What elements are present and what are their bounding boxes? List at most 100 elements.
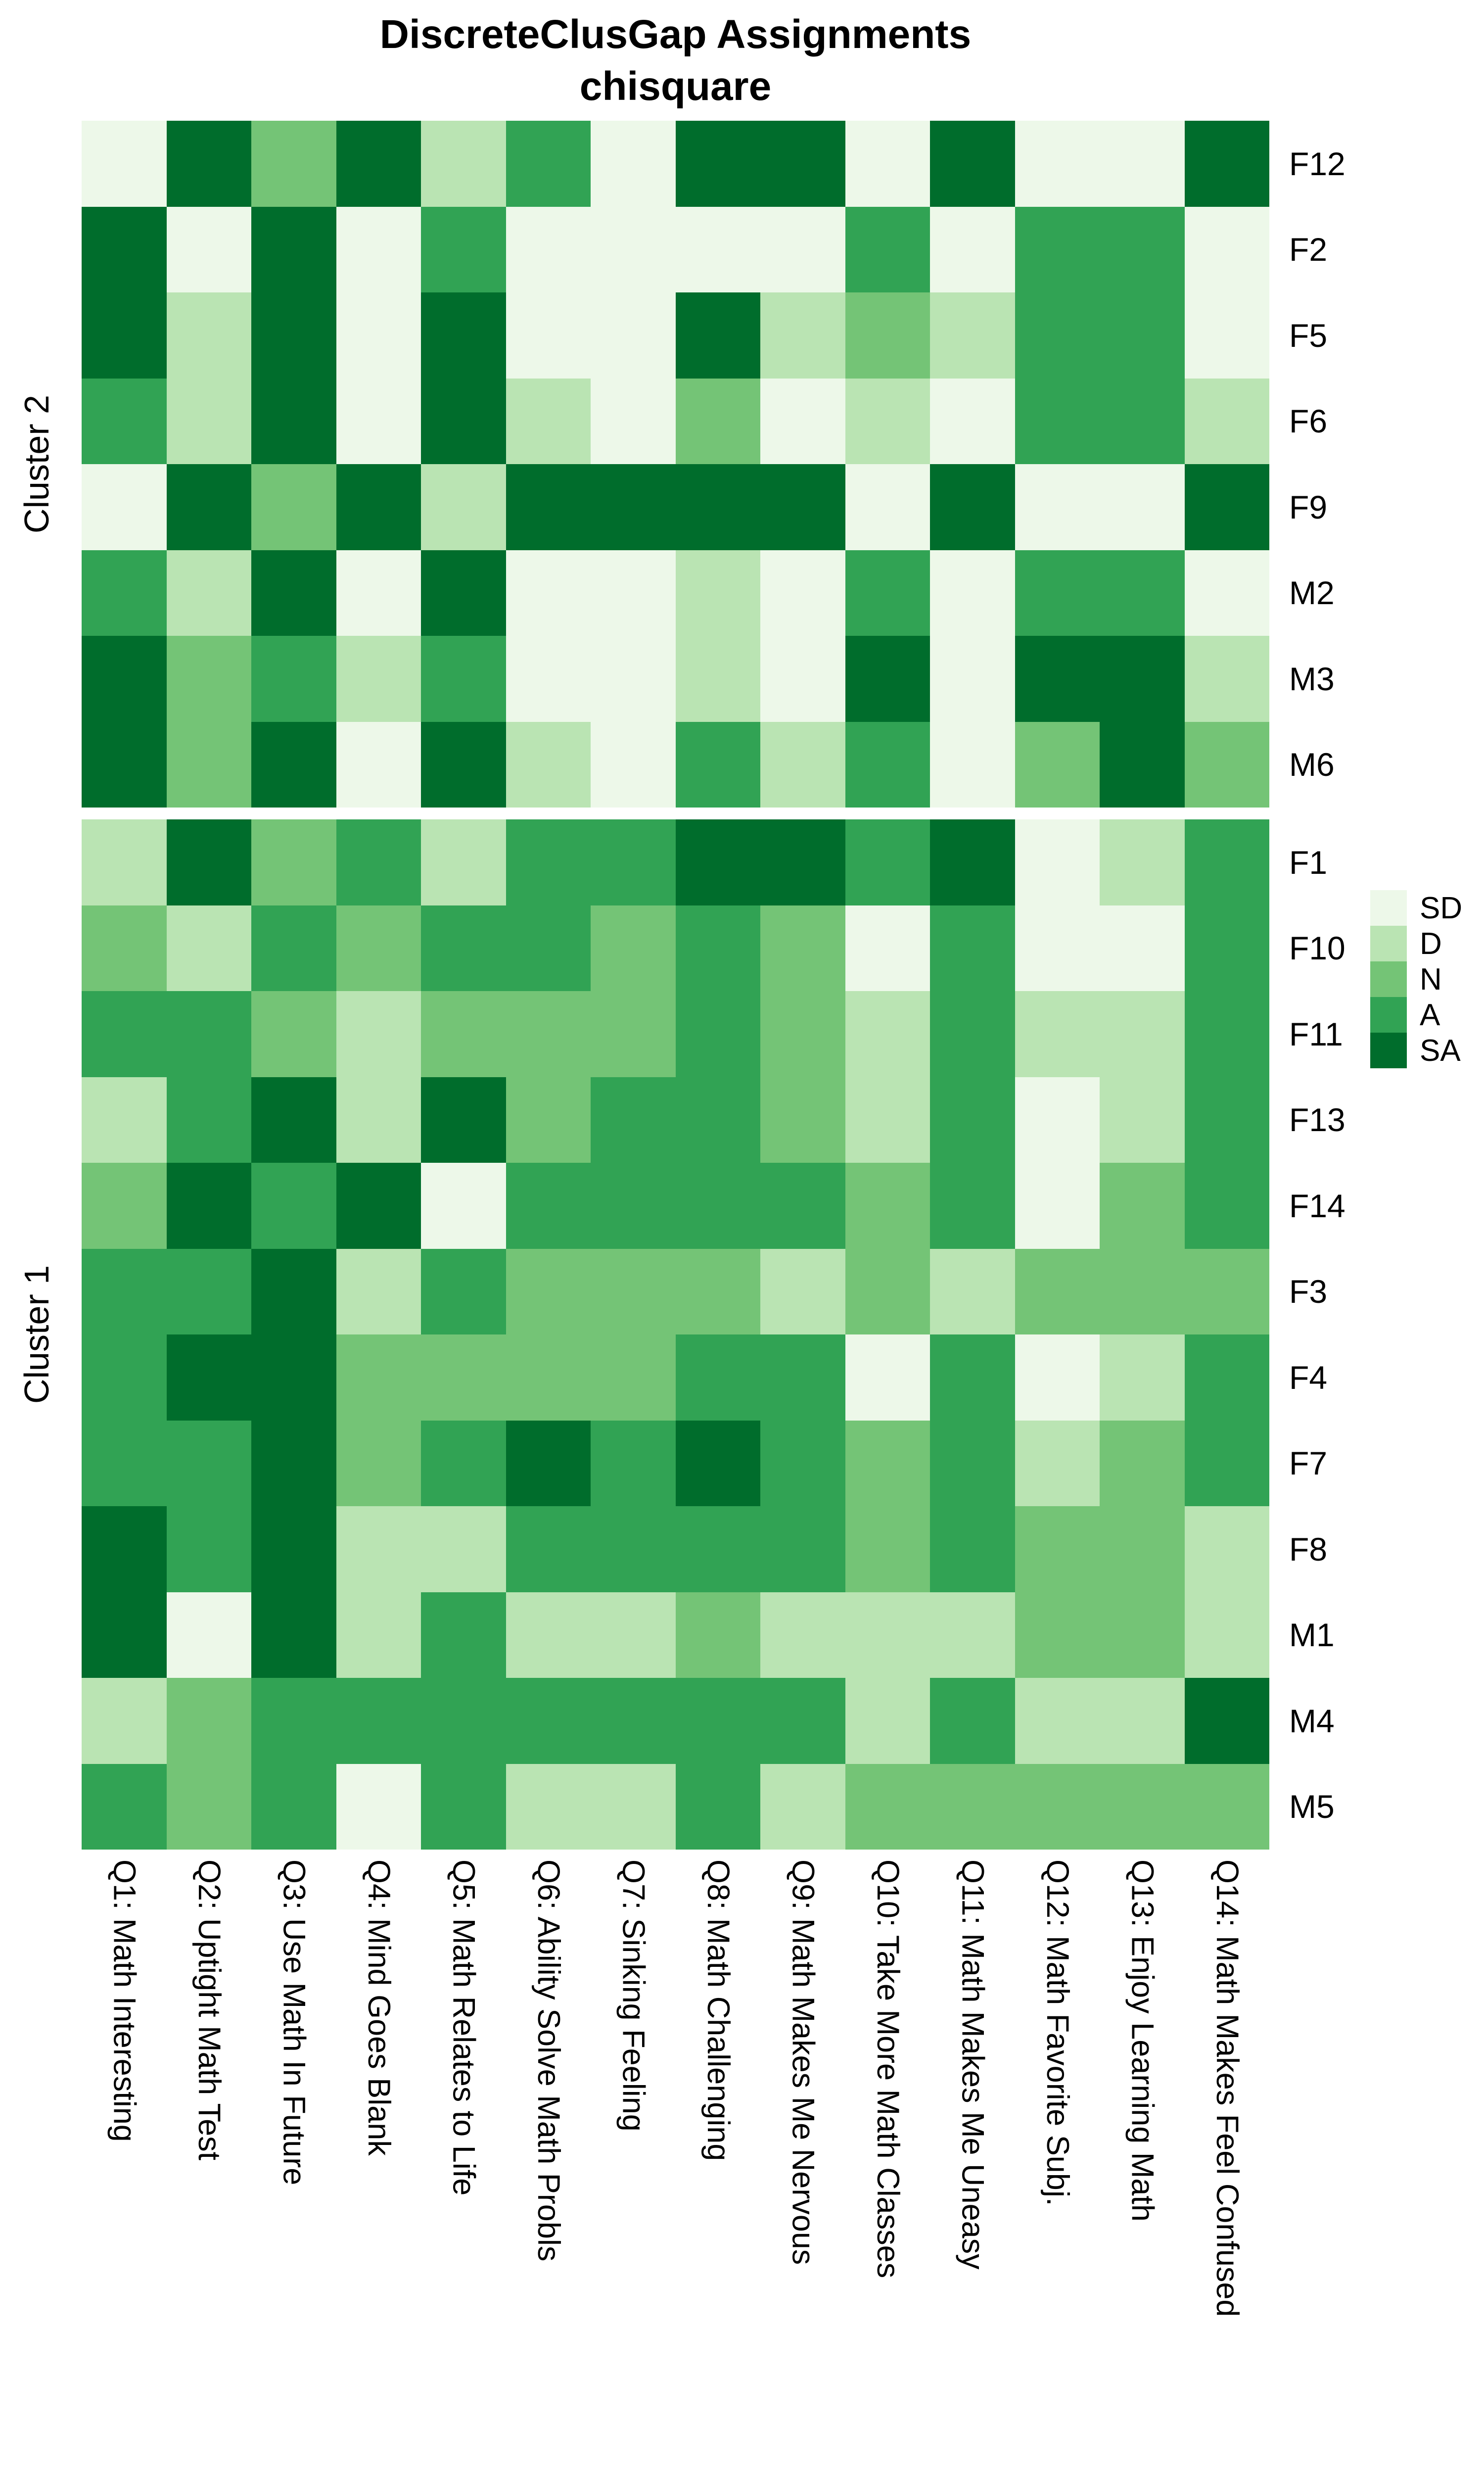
heatmap-cell	[845, 1077, 930, 1163]
heatmap-cell	[82, 1763, 167, 1850]
heatmap-cell	[1015, 121, 1100, 207]
heatmap-cell	[82, 378, 167, 464]
column-label-text: Q7: Sinking Feeling	[616, 1859, 651, 2132]
heatmap-cell	[675, 1506, 760, 1592]
row-label-M5: M5	[1289, 1788, 1335, 1825]
heatmap-cell	[421, 550, 506, 636]
heatmap-cell	[591, 206, 676, 292]
heatmap-cell	[845, 819, 930, 905]
heatmap-cell	[166, 991, 251, 1077]
heatmap-cell	[166, 1678, 251, 1764]
heatmap-cell	[1100, 378, 1185, 464]
heatmap-cell	[930, 1163, 1015, 1249]
legend-swatch-D	[1370, 926, 1407, 961]
heatmap-cell	[845, 636, 930, 722]
heatmap-cell	[930, 206, 1015, 292]
heatmap-cell	[336, 636, 421, 722]
heatmap-cell	[421, 1763, 506, 1850]
heatmap-cell	[591, 464, 676, 550]
column-label-text: Q13: Enjoy Learning Math	[1125, 1859, 1160, 2222]
heatmap-cell	[591, 1506, 676, 1592]
heatmap-cell	[591, 378, 676, 464]
heatmap-cell	[1184, 1678, 1269, 1764]
column-label-text: Q9: Math Makes Me Nervous	[786, 1859, 821, 2265]
heatmap-cell	[1015, 721, 1100, 808]
heatmap-cell	[421, 378, 506, 464]
heatmap-cell	[166, 1763, 251, 1850]
column-label-Q9: Q9: Math Makes Me Nervous	[760, 1859, 845, 2473]
heatmap-cell	[506, 292, 591, 379]
heatmap-cell	[675, 1077, 760, 1163]
heatmap-cell	[336, 1420, 421, 1506]
heatmap-cell	[421, 991, 506, 1077]
chart-title-line2: chisquare	[579, 63, 772, 109]
heatmap-cell	[82, 636, 167, 722]
heatmap-cell	[760, 378, 845, 464]
heatmap-cell	[506, 550, 591, 636]
heatmap-cell	[251, 1592, 336, 1678]
heatmap-cell	[1184, 905, 1269, 991]
heatmap-cell	[336, 292, 421, 379]
heatmap-cell	[675, 1163, 760, 1249]
row-label-F11: F11	[1289, 1015, 1343, 1052]
column-label-text: Q5: Math Relates to Life	[446, 1859, 481, 2196]
heatmap-cell	[675, 206, 760, 292]
heatmap-cell	[675, 1248, 760, 1334]
heatmap-cell	[506, 1763, 591, 1850]
cluster-label-1: Cluster 2	[17, 394, 56, 534]
heatmap-cell	[845, 121, 930, 207]
heatmap-cell	[845, 1420, 930, 1506]
heatmap-cell	[1015, 991, 1100, 1077]
heatmap-cell	[421, 905, 506, 991]
heatmap-cell	[1184, 378, 1269, 464]
heatmap-cell	[675, 292, 760, 379]
heatmap-cell	[506, 1592, 591, 1678]
heatmap-cell	[930, 121, 1015, 207]
heatmap-cell	[675, 1763, 760, 1850]
heatmap-cell	[591, 1163, 676, 1249]
heatmap-cell	[760, 1678, 845, 1764]
heatmap-cell	[591, 1334, 676, 1421]
column-label-Q6: Q6: Ability Solve Math Probls	[506, 1859, 591, 2473]
heatmap-cell	[591, 292, 676, 379]
column-label-Q13: Q13: Enjoy Learning Math	[1100, 1859, 1185, 2473]
row-label-F1: F1	[1289, 844, 1328, 881]
heatmap-cell	[930, 1506, 1015, 1592]
heatmap-cell	[591, 1077, 676, 1163]
heatmap-cell	[1184, 1248, 1269, 1334]
heatmap-cell	[251, 1077, 336, 1163]
heatmap-cell	[166, 292, 251, 379]
legend-swatch-SD	[1370, 890, 1407, 926]
legend-item-SA: SA	[1370, 1033, 1462, 1068]
heatmap-cell	[251, 464, 336, 550]
heatmap-cell	[845, 1678, 930, 1764]
heatmap-cell	[930, 636, 1015, 722]
heatmap-cell	[1015, 1163, 1100, 1249]
heatmap-cell	[675, 550, 760, 636]
column-label-text: Q2: Uptight Math Test	[191, 1859, 227, 2161]
heatmap-cell	[82, 292, 167, 379]
heatmap-cell	[760, 1506, 845, 1592]
heatmap-cell	[1015, 1763, 1100, 1850]
heatmap-cell	[675, 121, 760, 207]
heatmap-cell	[930, 378, 1015, 464]
column-label-text: Q6: Ability Solve Math Probls	[531, 1859, 566, 2262]
heatmap-cell	[336, 905, 421, 991]
heatmap-cell	[251, 1506, 336, 1592]
heatmap-cell	[251, 550, 336, 636]
heatmap-cell	[1015, 1077, 1100, 1163]
heatmap-cell	[1100, 721, 1185, 808]
heatmap-cell	[1100, 905, 1185, 991]
heatmap-cell	[675, 819, 760, 905]
heatmap-cell	[506, 905, 591, 991]
heatmap-cell	[251, 1678, 336, 1764]
heatmap-cell	[251, 905, 336, 991]
heatmap-cell	[760, 1248, 845, 1334]
heatmap-cell	[82, 121, 167, 207]
heatmap-cell	[1100, 1678, 1185, 1764]
heatmap-cell	[1184, 464, 1269, 550]
cluster-grid-2: F1 F10 F11 F13 F14 F3 F4 F7 F8 M1 M4 M5	[82, 819, 1433, 1850]
heatmap-cell	[506, 378, 591, 464]
chart-title-line1: DiscreteClusGap Assignments	[379, 12, 972, 57]
heatmap-cell	[591, 905, 676, 991]
